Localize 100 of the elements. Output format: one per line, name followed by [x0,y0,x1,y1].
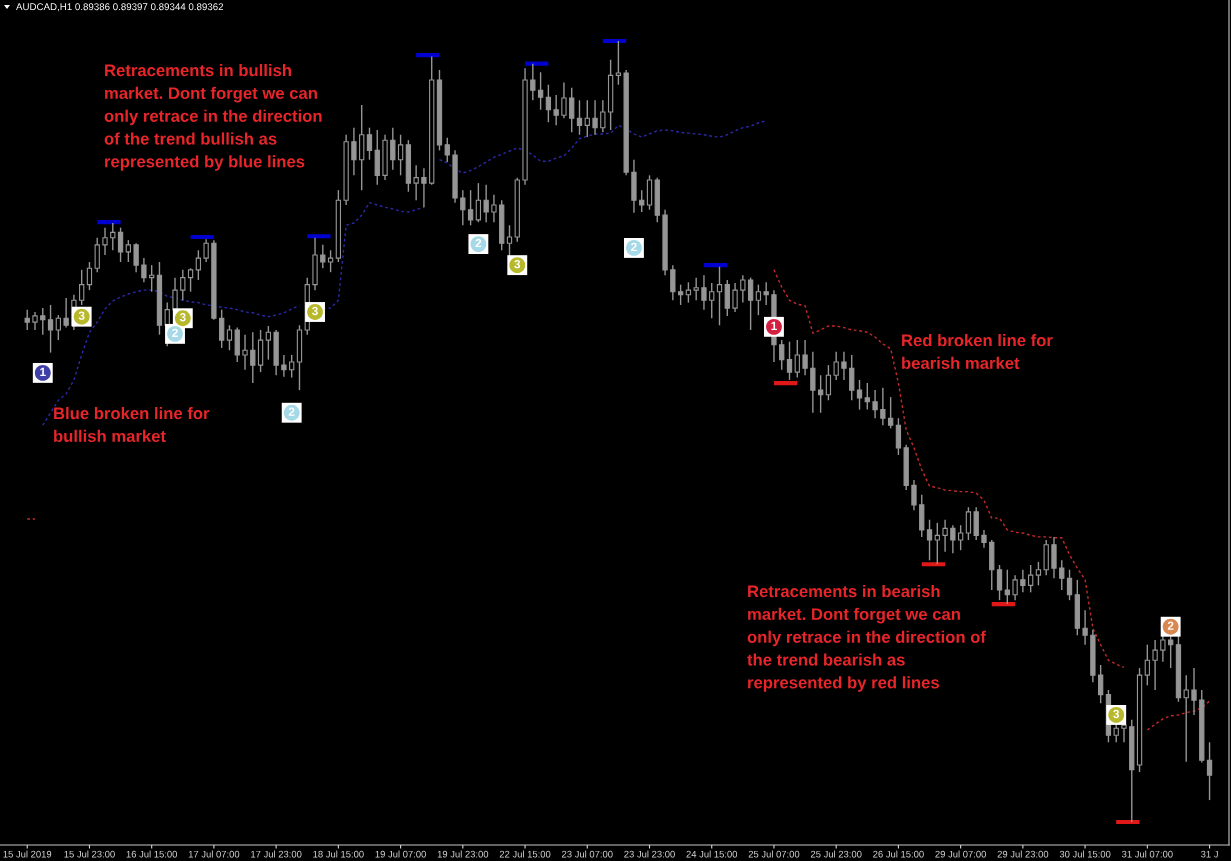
candlestick [1035,561,1042,587]
x-tick-label: 29 Jul 23:00 [997,850,1049,858]
series-label: 1 [771,321,777,330]
candlestick [786,340,793,381]
candlestick [351,126,357,177]
candlestick [576,99,583,136]
candlestick [125,239,132,263]
x-tick-label: 19 Jul 23:00 [437,850,489,858]
candlestick [880,387,886,426]
candlestick [732,282,738,313]
candlestick [872,389,878,419]
candlestick [747,276,754,331]
candlestick [79,269,85,306]
candlestick [86,261,93,291]
candlestick [491,194,497,223]
text: 3 [1113,709,1120,719]
candlestick [957,524,964,551]
x-tick-label: 18 Jul 15:00 [313,850,364,858]
candlestick [553,94,559,127]
candlestick [996,564,1003,601]
candlestick [545,84,552,123]
candlestick [47,304,54,354]
candlestick [724,279,730,317]
candlestick [226,324,233,351]
candlestick [701,274,707,311]
x-tick-label: 26 Jul 15:00 [873,850,924,858]
text: 2 [475,238,482,248]
candlestick [397,134,404,177]
candlestick [802,339,808,376]
candlestick [685,281,692,304]
candlestick [693,276,699,301]
candlestick [110,222,116,251]
candlestick [755,283,762,316]
candlestick [1051,536,1057,579]
candlestick [810,351,816,414]
annotation: Red broken line for bearish market [902,334,1053,370]
candlestick [475,182,482,223]
candlestick [569,87,575,134]
candlestick [483,184,489,223]
candlestick [615,40,622,86]
candlestick [63,297,69,329]
candlestick [1097,664,1104,704]
x-tick-label: 16 Jul 15:00 [126,850,178,858]
candlestick [180,269,186,301]
candlestick [530,62,536,102]
candlestick [763,281,769,306]
candlestick [841,351,847,381]
candlestick [1152,639,1158,691]
candlestick [926,519,933,562]
x-tick-label: 19 Jul 07:00 [375,850,426,858]
candlestick [1082,609,1088,646]
x-tick-label: 23 Jul 23:00 [624,850,675,858]
candlestick [1027,564,1034,594]
candlestick [794,339,800,379]
candlestick [600,99,606,134]
x-tick-label: 22 Jul 15:00 [499,850,551,858]
candlestick [250,331,256,384]
series-label: 3 [312,306,318,316]
x-tick-label: 25 Jul 23:00 [810,850,862,858]
candlestick [849,354,855,401]
candlestick [467,189,474,227]
candlestick [1004,569,1010,605]
candlestick [133,242,139,273]
x-tick-label: 17 Jul 07:00 [188,850,240,858]
candlestick [1183,674,1189,763]
candlestick [973,506,979,541]
chart-title: AUDCAD,H1 0.89386 0.89397 0.89344 0.89362 [16,3,224,12]
candlestick [639,189,645,213]
candlestick [242,333,248,371]
candlestick [950,524,956,555]
x-tick-label: 31 J [1200,850,1218,858]
candlestick [327,249,334,273]
text: 2 [172,328,178,337]
candlestick [856,379,863,411]
series-label: 2 [1167,621,1174,630]
candlestick [779,339,785,371]
candlestick [187,267,194,293]
x-tick-label: 17 Jul 23:00 [251,850,302,858]
candlestick [366,126,373,161]
candlestick [265,325,272,361]
candlestick [817,374,824,414]
annotation: Blue broken line for bullish market [54,407,210,443]
candlestick [677,283,684,306]
candlestick [164,301,170,348]
candlestick [117,226,124,263]
x-tick-label: 25 Jul 07:00 [748,850,800,858]
candlestick [94,237,100,273]
candlestick [833,351,839,381]
candlestick [1160,634,1166,663]
text: 3 [179,313,186,322]
candlestick [460,189,466,227]
candlestick [942,519,948,553]
candlestick [934,522,940,565]
candlestick [911,479,917,512]
series-label: 2 [631,242,637,252]
text: 3 [514,259,521,269]
x-tick-label: 30 Jul 15:00 [1059,850,1111,858]
candlestick [320,244,326,269]
x-tick-label: 15 Jul 23:00 [64,850,115,858]
candlestick [670,264,676,301]
